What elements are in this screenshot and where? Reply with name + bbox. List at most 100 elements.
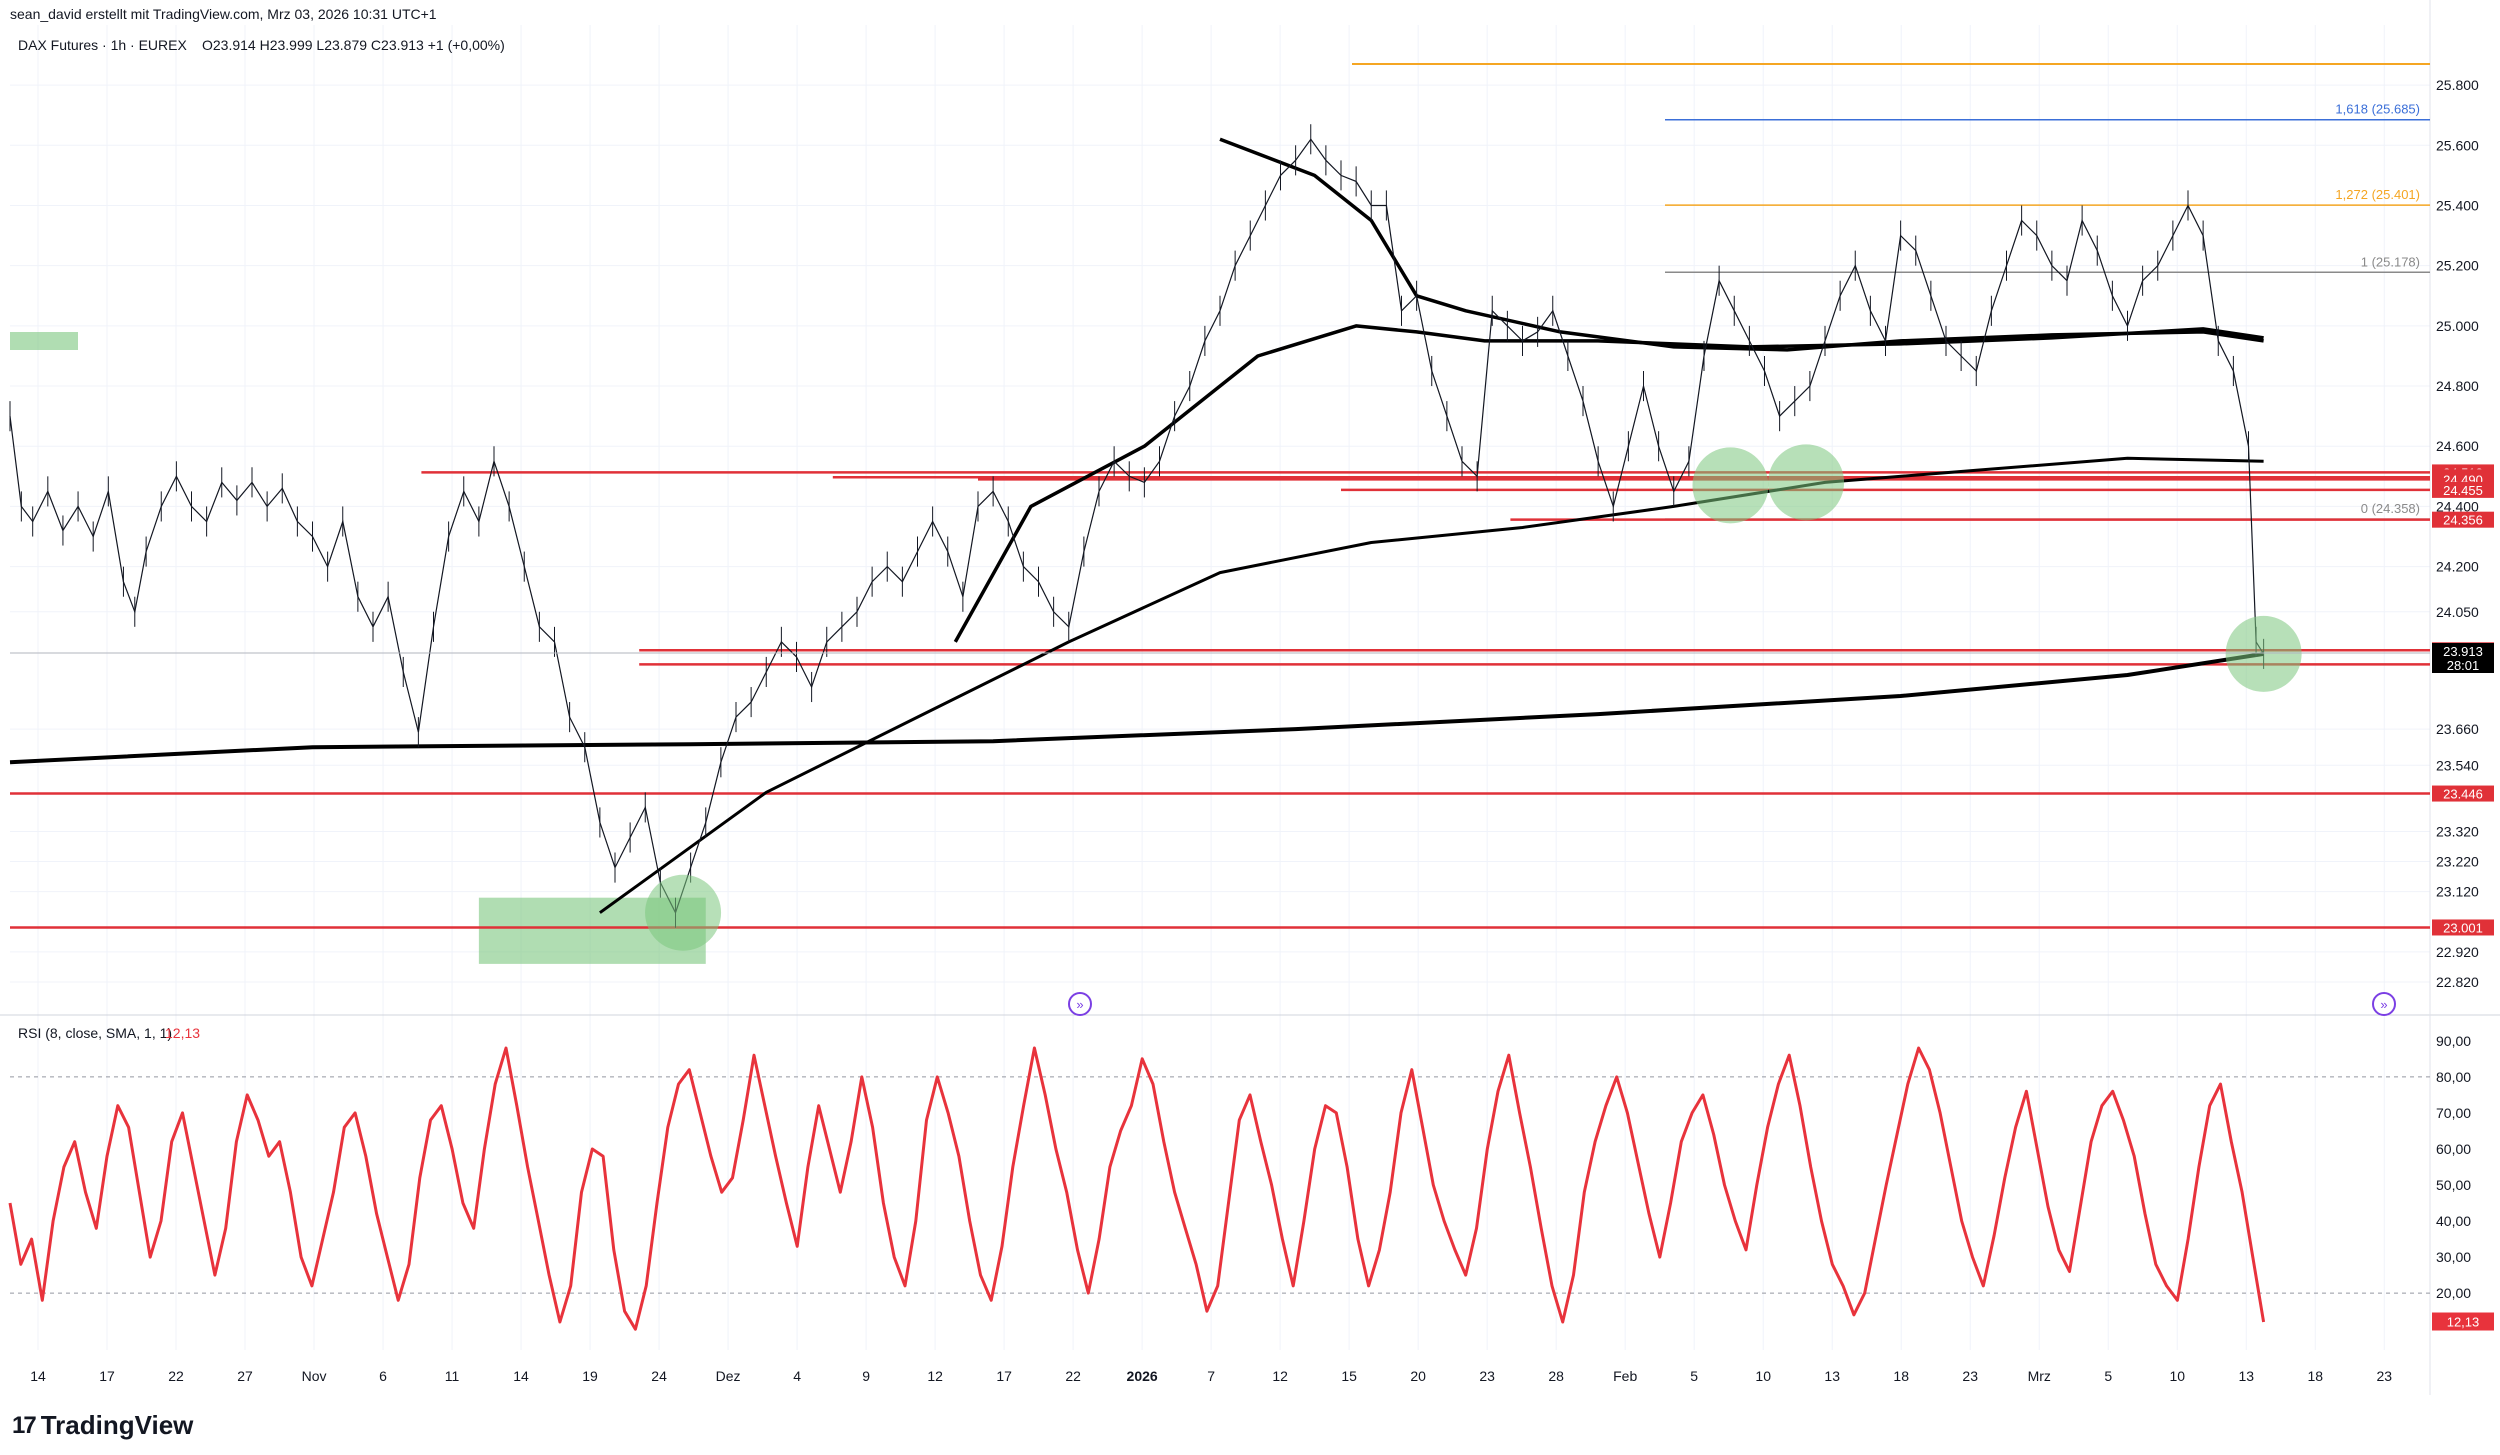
y-tick-label: 23.220 — [2436, 854, 2479, 870]
ma-long-line — [9, 651, 2264, 765]
x-tick-label: 15 — [1341, 1368, 1357, 1384]
y-tick-label: 24.200 — [2436, 559, 2479, 575]
y-tick-label: 23.320 — [2436, 823, 2479, 839]
jump-to-arrow: » — [2380, 997, 2387, 1012]
highlight-circle — [2225, 615, 2302, 692]
x-tick-label: 6 — [379, 1368, 387, 1384]
x-tick-label: 10 — [2169, 1368, 2185, 1384]
x-tick-label: Mrz — [2028, 1368, 2051, 1384]
rsi-value-tag: 12,13 — [2447, 1315, 2480, 1330]
y-tick-label: 25.800 — [2436, 77, 2479, 93]
rsi-title: RSI (8, close, SMA, 1, 1) — [18, 1025, 172, 1041]
x-tick-label: 17 — [99, 1368, 115, 1384]
ma-upper-line — [1219, 137, 2264, 352]
highlight-circle — [645, 874, 722, 951]
x-tick-label: 7 — [1207, 1368, 1215, 1384]
rsi-y-tick-label: 50,00 — [2436, 1177, 2471, 1193]
price-tag-label: 24.356 — [2443, 513, 2483, 528]
fib-level-label: 1,272 (25.401) — [2335, 187, 2420, 202]
rsi-y-tick-label: 40,00 — [2436, 1213, 2471, 1229]
rsi-y-tick-label: 30,00 — [2436, 1249, 2471, 1265]
ma-mid-line — [599, 456, 2264, 914]
y-tick-label: 23.540 — [2436, 757, 2479, 773]
current-price-label: 23.913 — [2443, 644, 2483, 659]
x-tick-label: 24 — [651, 1368, 667, 1384]
x-tick-label: 23 — [1962, 1368, 1978, 1384]
ohlc-readout: O23.914 H23.999 L23.879 C23.913 +1 (+0,0… — [202, 37, 505, 53]
tradingview-logo[interactable]: 17 TradingView — [12, 1410, 193, 1441]
price-tag-bg — [2432, 481, 2494, 498]
x-tick-label: 17 — [996, 1368, 1012, 1384]
symbol-title: DAX Futures · 1h · EUREX — [18, 37, 187, 53]
y-tick-label: 24.600 — [2436, 438, 2479, 454]
y-tick-label: 24.400 — [2436, 498, 2479, 514]
zone-legend-rect — [10, 332, 78, 350]
price-tag-label: 23.446 — [2443, 787, 2483, 802]
tradingview-icon: 17 — [12, 1411, 37, 1439]
x-tick-label: 23 — [1479, 1368, 1495, 1384]
price-tag-bg — [2432, 785, 2494, 802]
y-tick-label: 25.200 — [2436, 258, 2479, 274]
x-tick-label: Feb — [1613, 1368, 1637, 1384]
x-tick-label: 23 — [2376, 1368, 2392, 1384]
credit-text: sean_david erstellt mit TradingView.com,… — [10, 6, 437, 22]
rsi-y-tick-label: 60,00 — [2436, 1141, 2471, 1157]
price-tag-label: 23.001 — [2443, 920, 2483, 935]
price-tag-bg — [2432, 919, 2494, 936]
y-tick-label: 24.050 — [2436, 604, 2479, 620]
fib-level-label: 1,618 (25.685) — [2335, 102, 2420, 117]
countdown-label: 28:01 — [2447, 658, 2480, 673]
x-tick-label: Dez — [716, 1368, 741, 1384]
highlight-circle — [1692, 447, 1769, 524]
rsi-y-tick-label: 20,00 — [2436, 1285, 2471, 1301]
x-tick-label: 28 — [1548, 1368, 1564, 1384]
x-tick-label: Nov — [302, 1368, 327, 1384]
rsi-current-value: 12,13 — [165, 1025, 200, 1041]
x-tick-label: 10 — [1755, 1368, 1771, 1384]
price-tag-bg — [2432, 511, 2494, 528]
y-tick-label: 23.120 — [2436, 884, 2479, 900]
jump-to-icon[interactable] — [2372, 992, 2396, 1016]
x-tick-label: 18 — [2307, 1368, 2323, 1384]
y-tick-label: 22.820 — [2436, 974, 2479, 990]
current-price-tag — [2432, 642, 2494, 673]
fib-level-label: 1 (25.178) — [2361, 254, 2420, 269]
x-tick-label: 2026 — [1127, 1368, 1158, 1384]
rsi-series-line — [8, 1046, 2266, 1331]
x-tick-label: 22 — [168, 1368, 184, 1384]
x-tick-label: 12 — [1272, 1368, 1288, 1384]
x-tick-label: 5 — [2104, 1368, 2112, 1384]
fib-level-label: 0 (24.358) — [2361, 501, 2420, 516]
y-tick-label: 25.600 — [2436, 137, 2479, 153]
x-tick-label: 4 — [793, 1368, 801, 1384]
x-tick-label: 19 — [582, 1368, 598, 1384]
highlight-circle — [1768, 444, 1845, 521]
tradingview-wordmark: TradingView — [40, 1410, 194, 1440]
x-tick-label: 9 — [862, 1368, 870, 1384]
x-tick-label: 13 — [1824, 1368, 1840, 1384]
x-tick-label: 18 — [1893, 1368, 1909, 1384]
x-tick-label: 22 — [1065, 1368, 1081, 1384]
y-tick-label: 25.000 — [2436, 318, 2479, 334]
x-tick-label: 27 — [237, 1368, 253, 1384]
jump-to-arrow: » — [1076, 997, 1083, 1012]
rsi-y-tick-label: 90,00 — [2436, 1033, 2471, 1049]
x-tick-label: 14 — [30, 1368, 46, 1384]
x-tick-label: 20 — [1410, 1368, 1426, 1384]
y-tick-label: 25.400 — [2436, 197, 2479, 213]
x-tick-label: 5 — [1690, 1368, 1698, 1384]
y-tick-label: 22.920 — [2436, 944, 2479, 960]
price-series-line — [9, 138, 2265, 915]
y-tick-label: 23.660 — [2436, 721, 2479, 737]
jump-to-icon[interactable] — [1068, 992, 1092, 1016]
y-tick-label: 24.800 — [2436, 378, 2479, 394]
x-tick-label: 11 — [445, 1368, 460, 1384]
rsi-value-tag-bg — [2432, 1312, 2494, 1331]
x-tick-label: 13 — [2238, 1368, 2254, 1384]
price-tag-label: 24.455 — [2443, 483, 2483, 498]
x-tick-label: 12 — [927, 1368, 943, 1384]
x-tick-label: 14 — [513, 1368, 529, 1384]
rsi-y-tick-label: 80,00 — [2436, 1069, 2471, 1085]
ma-short-line — [953, 324, 2264, 643]
